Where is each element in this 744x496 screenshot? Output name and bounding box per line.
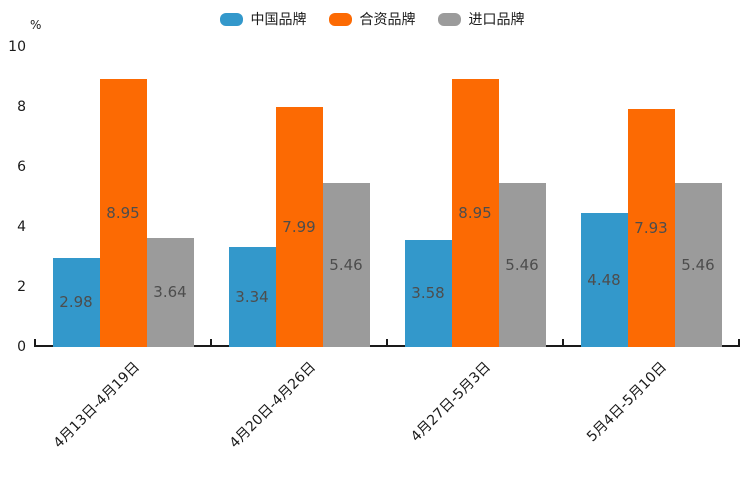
y-tick-label: 6 [17, 159, 26, 175]
bar: 7.99 [275, 107, 323, 347]
bar: 3.64 [146, 237, 194, 347]
legend-label: 进口品牌 [468, 12, 525, 28]
bar: 3.58 [404, 239, 452, 347]
legend-marker-icon [328, 12, 352, 26]
bar: 4.48 [580, 212, 628, 347]
y-tick-label: 8 [17, 99, 26, 115]
legend-label: 中国品牌 [250, 12, 307, 28]
x-axis-tick-mark [210, 339, 212, 347]
y-tick-label: 2 [17, 279, 26, 295]
bar: 8.95 [99, 78, 147, 347]
bar-value-label: 4.48 [587, 270, 621, 289]
bar-value-label: 5.46 [681, 256, 715, 275]
x-axis-tick-mark [34, 339, 36, 347]
legend-marker-icon [219, 12, 243, 26]
bar-value-label: 7.99 [282, 218, 316, 237]
x-axis-tick-mark [738, 339, 740, 347]
bar-value-label: 5.46 [329, 256, 363, 275]
legend-label: 合资品牌 [359, 12, 416, 28]
legend-item[interactable]: 合资品牌 [328, 9, 416, 29]
bar-value-label: 3.58 [411, 284, 445, 303]
bar-value-label: 7.93 [634, 219, 668, 238]
bar: 5.46 [322, 183, 370, 347]
bar: 2.98 [52, 257, 100, 347]
y-tick-label: 4 [17, 219, 26, 235]
bar: 5.46 [674, 183, 722, 347]
x-tick-label: 5月4日-5月10日 [584, 359, 671, 446]
bar-value-label: 8.95 [458, 203, 492, 222]
bar: 5.46 [498, 183, 546, 347]
bar: 8.95 [451, 78, 499, 347]
legend-item[interactable]: 进口品牌 [437, 9, 525, 29]
bar-value-label: 5.46 [505, 256, 539, 275]
x-tick-label: 4月27日-5月3日 [408, 359, 495, 446]
y-tick-label: 10 [8, 39, 26, 55]
bar-value-label: 2.98 [59, 293, 93, 312]
legend-marker-icon [437, 12, 461, 26]
bar: 7.93 [627, 109, 675, 347]
y-axis-unit-label: % [30, 18, 42, 32]
bar-value-label: 3.64 [153, 283, 187, 302]
x-axis-tick-mark [562, 339, 564, 347]
y-tick-label: 0 [17, 339, 26, 355]
chart-legend: 中国品牌 合资品牌 进口品牌 [0, 9, 744, 29]
bar-value-label: 3.34 [235, 287, 269, 306]
x-tick-label: 4月20日-4月26日 [226, 359, 319, 452]
legend-item[interactable]: 中国品牌 [219, 9, 307, 29]
bar-value-label: 8.95 [106, 203, 140, 222]
bar: 3.34 [228, 246, 276, 347]
x-tick-label: 4月13日-4月19日 [50, 359, 143, 452]
x-axis-tick-mark [386, 339, 388, 347]
